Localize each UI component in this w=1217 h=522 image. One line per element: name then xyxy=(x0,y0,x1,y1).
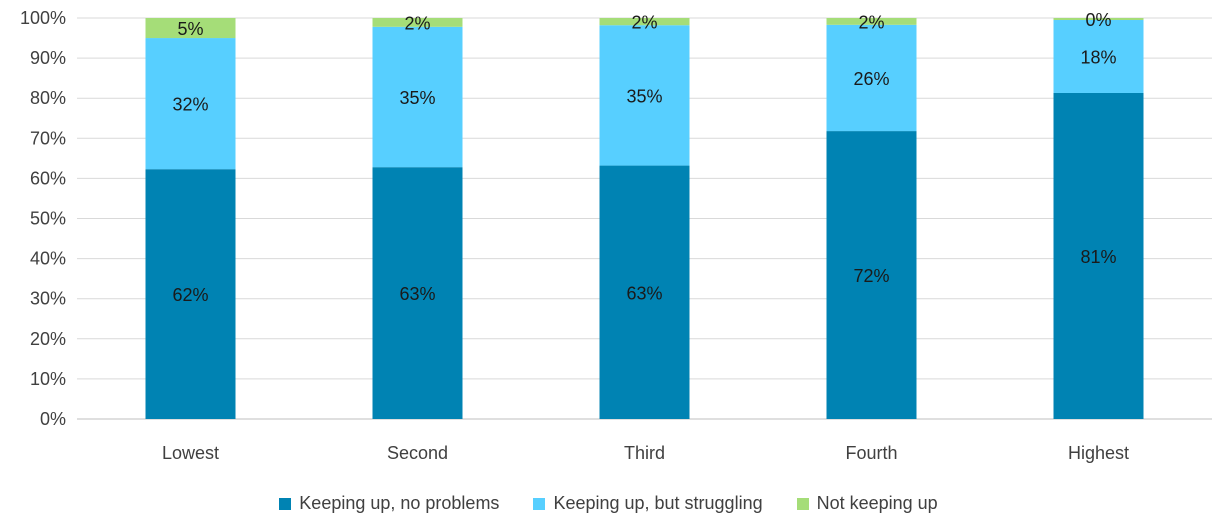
data-label: 26% xyxy=(853,69,889,89)
data-label: 63% xyxy=(399,284,435,304)
legend-swatch xyxy=(533,497,546,510)
bar-segment xyxy=(145,18,236,39)
bar-segment xyxy=(599,165,690,419)
legend: Keeping up, no problems Keeping up, but s… xyxy=(0,493,1217,514)
bar-segment xyxy=(1053,92,1144,419)
bars xyxy=(145,18,1144,419)
bar-segment xyxy=(145,38,236,170)
x-tick-label: Fourth xyxy=(845,443,897,463)
legend-label: Keeping up, but struggling xyxy=(553,493,763,513)
x-tick-label: Highest xyxy=(1068,443,1129,463)
bar-segment xyxy=(372,18,463,27)
stacked-bar-chart: 0% 10% 20% 30% 40% 50% 60% 70% 80% 90% 100% 62% 32%… xyxy=(20,8,1212,463)
x-tick-label: Second xyxy=(387,443,448,463)
bar-segment xyxy=(826,131,917,419)
data-label: 0% xyxy=(1085,10,1111,30)
legend-label: Not keeping up xyxy=(816,493,938,513)
y-tick-label: 0% xyxy=(40,409,66,429)
y-tick-label: 30% xyxy=(30,289,66,309)
bar-segment xyxy=(372,167,463,419)
bar-segment xyxy=(599,25,690,166)
data-label: 35% xyxy=(399,88,435,108)
data-label: 63% xyxy=(626,283,662,303)
y-tick-label: 60% xyxy=(30,168,66,188)
bar-segment xyxy=(1053,20,1144,93)
data-label: 18% xyxy=(1080,47,1116,67)
legend-item: Keeping up, but struggling xyxy=(533,493,763,514)
y-axis: 0% 10% 20% 30% 40% 50% 60% 70% 80% 90% 100% xyxy=(20,8,66,429)
y-tick-label: 100% xyxy=(20,8,66,28)
bar-segment xyxy=(145,169,236,419)
data-labels: 62% 32% 5% 63% 35% 2% 63% 35% 2% 72% 26% 2% 81% 18% 0% xyxy=(172,10,1116,305)
bar-segment xyxy=(1053,18,1144,21)
y-tick-label: 40% xyxy=(30,249,66,269)
data-label: 2% xyxy=(858,12,884,32)
legend-item: Not keeping up xyxy=(796,493,938,514)
data-label: 32% xyxy=(172,95,208,115)
bar-segment xyxy=(599,18,690,26)
data-label: 2% xyxy=(404,13,430,33)
legend-item: Keeping up, no problems xyxy=(279,493,499,514)
y-tick-label: 80% xyxy=(30,88,66,108)
data-label: 2% xyxy=(631,13,657,33)
data-label: 81% xyxy=(1080,247,1116,267)
data-label: 62% xyxy=(172,285,208,305)
x-tick-label: Third xyxy=(624,443,665,463)
bar-segment xyxy=(826,18,917,25)
data-label: 35% xyxy=(626,86,662,106)
y-tick-label: 70% xyxy=(30,128,66,148)
bar-segment xyxy=(826,24,917,132)
x-axis: Lowest Second Third Fourth Highest xyxy=(162,443,1129,463)
legend-label: Keeping up, no problems xyxy=(299,493,500,513)
y-tick-label: 50% xyxy=(30,209,66,229)
data-label: 5% xyxy=(177,19,203,39)
legend-swatch xyxy=(279,497,292,510)
bar-segment xyxy=(372,26,463,168)
y-tick-label: 90% xyxy=(30,48,66,68)
x-tick-label: Lowest xyxy=(162,443,219,463)
legend-swatch xyxy=(796,497,809,510)
data-label: 72% xyxy=(853,266,889,286)
y-tick-label: 10% xyxy=(30,369,66,389)
y-tick-label: 20% xyxy=(30,329,66,349)
